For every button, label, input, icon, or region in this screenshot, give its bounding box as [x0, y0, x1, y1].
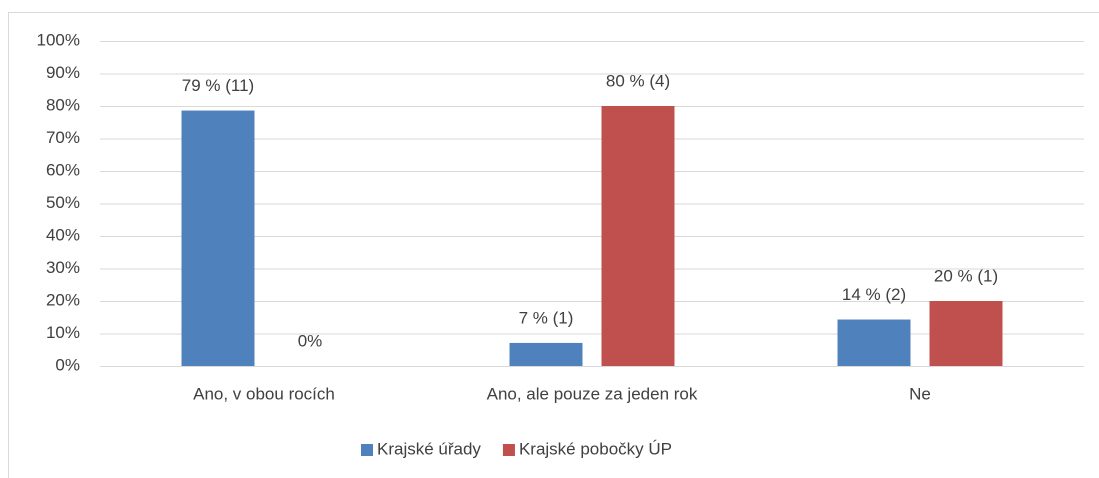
- x-tick-label: Ano, v obou rocích: [193, 384, 335, 403]
- value-label: 7 % (1): [519, 308, 574, 327]
- value-label: 14 % (2): [842, 285, 906, 304]
- bar: [181, 110, 255, 366]
- bar: [929, 301, 1003, 366]
- y-tick-label: 50%: [46, 193, 80, 212]
- chart-frame: [8, 12, 1099, 478]
- y-tick-label: 90%: [46, 63, 80, 82]
- legend-swatch: [361, 444, 373, 456]
- y-tick-label: 20%: [46, 290, 80, 309]
- value-label: 79 % (11): [182, 76, 254, 95]
- x-tick-label: Ne: [909, 384, 931, 403]
- bar: [509, 342, 583, 366]
- value-label: 0%: [298, 331, 323, 350]
- value-label: 20 % (1): [934, 266, 998, 285]
- bar: [837, 319, 911, 366]
- x-tick-label: Ano, ale pouze za jeden rok: [487, 384, 698, 403]
- legend-swatch: [502, 444, 515, 456]
- value-label: 80 % (4): [606, 71, 670, 90]
- y-tick-label: 40%: [46, 225, 80, 244]
- y-tick-label: 30%: [46, 258, 80, 277]
- y-tick-label: 100%: [37, 30, 80, 49]
- legend-label: Krajské pobočky ÚP: [519, 439, 672, 458]
- y-tick-label: 0%: [55, 355, 80, 374]
- y-tick-label: 60%: [46, 160, 80, 179]
- y-tick-label: 70%: [46, 128, 80, 147]
- legend-label: Krajské úřady: [377, 439, 481, 458]
- y-tick-label: 80%: [46, 95, 80, 114]
- bar: [601, 106, 675, 366]
- y-tick-label: 10%: [46, 323, 80, 342]
